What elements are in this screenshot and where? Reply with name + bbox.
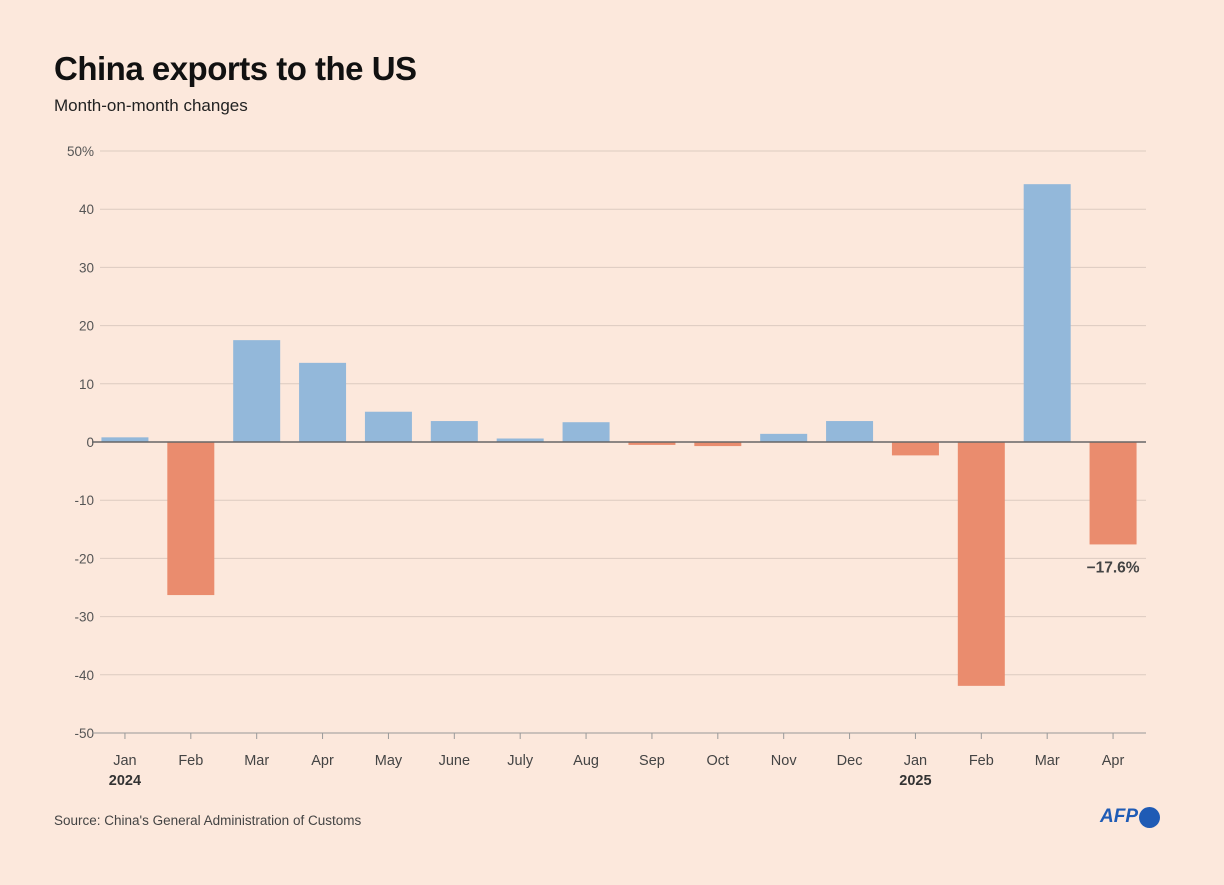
y-tick-label: 0 (86, 435, 94, 450)
x-tick-label: Mar (244, 753, 269, 769)
y-tick-label: -30 (74, 610, 94, 625)
x-tick-label: Apr (1102, 753, 1125, 769)
y-tick-label: 50% (67, 144, 94, 159)
bar (233, 340, 281, 442)
x-tick-label: May (375, 753, 403, 769)
y-tick-label: -50 (74, 726, 94, 741)
x-tick-label: Dec (837, 753, 863, 769)
y-tick-label: -10 (74, 493, 94, 508)
y-tick-label: -20 (74, 551, 94, 566)
bar (957, 442, 1005, 686)
x-tick-label: Mar (1035, 753, 1060, 769)
y-tick-label: -40 (74, 668, 94, 683)
data-label: −17.6% (1087, 559, 1140, 576)
bar (891, 442, 939, 456)
x-tick-label: Feb (178, 753, 203, 769)
bar (299, 362, 347, 442)
x-tick-label: Oct (707, 753, 730, 769)
bar (364, 411, 412, 442)
bar (101, 437, 149, 442)
afp-logo: AFP (1100, 806, 1160, 828)
bar (496, 438, 544, 442)
y-tick-label: 40 (79, 202, 94, 217)
bar (1023, 184, 1071, 442)
year-label: 2025 (899, 773, 931, 789)
y-tick-label: 30 (79, 260, 94, 275)
bar (562, 422, 610, 442)
bar (760, 433, 808, 442)
x-tick-label: Apr (311, 753, 334, 769)
x-tick-label: July (507, 753, 534, 769)
bar (826, 421, 874, 442)
bar (167, 442, 215, 596)
source-note: Source: China's General Administration o… (54, 813, 362, 828)
x-tick-label: Nov (771, 753, 798, 769)
x-tick-label: Feb (969, 753, 994, 769)
x-tick-label: Sep (639, 753, 665, 769)
x-tick-label: Jan (113, 753, 136, 769)
bar (1089, 442, 1137, 545)
year-label: 2024 (109, 773, 141, 789)
x-tick-label: Jan (904, 753, 927, 769)
y-tick-label: 10 (79, 377, 94, 392)
bar (694, 442, 742, 447)
chart-title: China exports to the US (54, 50, 417, 87)
bar (430, 421, 478, 442)
x-tick-label: Aug (573, 753, 599, 769)
chart-subtitle: Month-on-month changes (54, 96, 248, 115)
bar (628, 442, 676, 445)
y-tick-label: 20 (79, 319, 94, 334)
x-tick-label: June (439, 753, 470, 769)
